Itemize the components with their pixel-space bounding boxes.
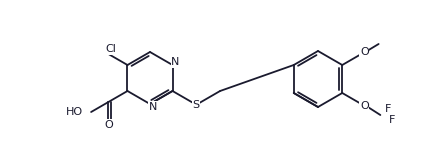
- Text: N: N: [149, 102, 157, 112]
- Text: F: F: [389, 115, 396, 125]
- Text: F: F: [385, 104, 392, 114]
- Text: O: O: [360, 101, 369, 111]
- Text: N: N: [171, 57, 180, 67]
- Text: S: S: [193, 100, 200, 110]
- Text: O: O: [104, 120, 113, 130]
- Text: Cl: Cl: [105, 44, 116, 54]
- Text: O: O: [360, 47, 369, 57]
- Text: HO: HO: [66, 107, 83, 117]
